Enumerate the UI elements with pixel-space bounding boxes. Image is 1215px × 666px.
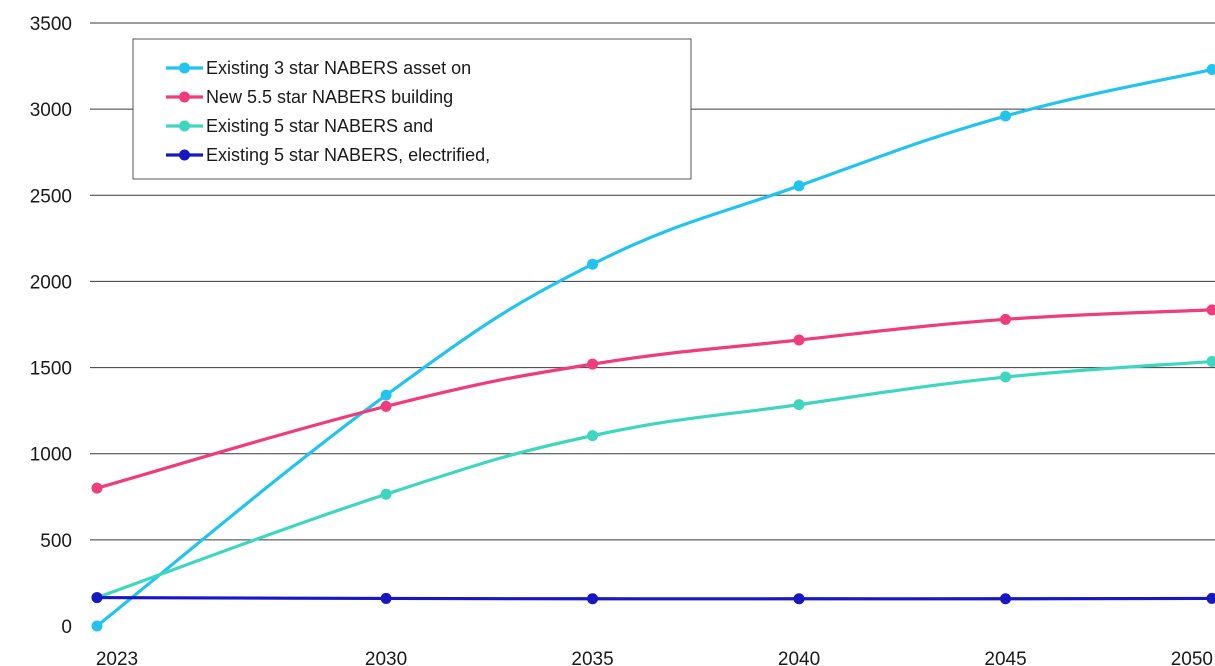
series-line-1 <box>95 67 1214 628</box>
data-point <box>1206 356 1215 368</box>
data-point <box>91 592 103 604</box>
y-axis-tick-labels: 0 500 1000 1500 2000 2500 3000 3500 <box>30 14 72 638</box>
data-point <box>1000 371 1012 383</box>
data-point <box>587 258 599 270</box>
data-point <box>380 400 392 412</box>
data-point <box>380 488 392 500</box>
data-point <box>380 389 392 401</box>
series-line-3 <box>95 359 1214 600</box>
data-point <box>1206 592 1215 604</box>
data-point <box>91 482 103 494</box>
x-tick-label: 2030 <box>365 649 407 666</box>
legend-entry-label: New 5.5 star NABERS building <box>206 87 453 107</box>
y-tick-label: 1000 <box>30 445 72 466</box>
data-point <box>91 620 103 632</box>
data-point <box>793 180 805 192</box>
data-point <box>1000 593 1012 605</box>
series-lines <box>95 67 1214 628</box>
x-tick-label: 2035 <box>571 649 613 666</box>
legend-swatch-marker <box>179 91 190 103</box>
x-tick-label: 2050 <box>1171 649 1213 666</box>
x-tick-label: 2045 <box>984 649 1026 666</box>
data-point <box>1206 304 1215 316</box>
data-point <box>793 593 805 605</box>
legend-entry-label: Existing 5 star NABERS, electrified, <box>206 145 490 165</box>
data-point <box>793 399 805 411</box>
series-line-2 <box>95 308 1214 490</box>
series-line-4 <box>95 595 1214 601</box>
y-tick-label: 2500 <box>30 186 72 207</box>
legend-entry-label: Existing 5 star NABERS and <box>206 116 433 136</box>
series-points <box>91 64 1215 632</box>
data-point <box>587 358 599 370</box>
y-tick-label: 3000 <box>30 100 72 121</box>
y-tick-label: 0 <box>61 617 72 638</box>
y-tick-label: 1500 <box>30 359 72 380</box>
data-point <box>793 334 805 346</box>
data-point <box>587 430 599 442</box>
legend-swatch-marker <box>179 62 190 74</box>
data-point <box>1000 313 1012 325</box>
legend-swatch-marker <box>179 149 190 161</box>
x-tick-label: 2040 <box>778 649 820 666</box>
data-point <box>1206 64 1215 76</box>
legend-swatch-marker <box>179 120 190 132</box>
legend: Existing 3 star NABERS asset on New 5.5 s… <box>132 38 692 180</box>
data-point <box>587 593 599 605</box>
y-tick-label: 3500 <box>30 14 72 35</box>
y-tick-label: 2000 <box>30 272 72 293</box>
data-point <box>380 592 392 604</box>
legend-box <box>132 38 692 180</box>
x-axis-tick-labels: 2023 2030 2035 2040 2045 2050 <box>96 649 1213 666</box>
legend-entry-label: Existing 3 star NABERS asset on <box>206 58 471 78</box>
data-point <box>1000 110 1012 122</box>
x-tick-label: 2023 <box>96 649 138 666</box>
y-tick-label: 500 <box>40 531 72 552</box>
